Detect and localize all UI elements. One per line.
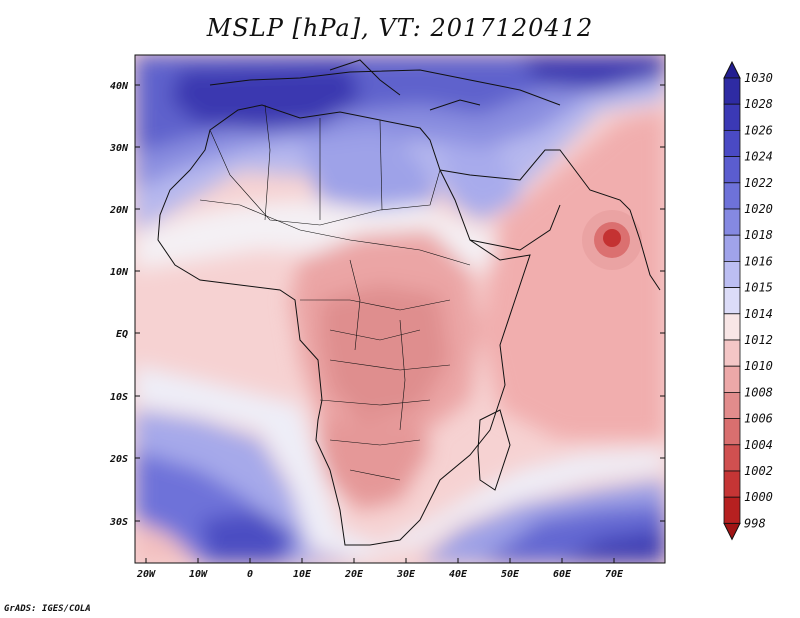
colorbar-swatch [723, 470, 741, 498]
colorbar-swatch [723, 156, 741, 184]
lon-tick-label: 20E [344, 569, 364, 580]
longitude-axis: 20W 10W 0 10E 20E 30E 40E 50E 60E 70E [136, 558, 624, 580]
colorbar-label: 1015 [744, 281, 773, 295]
colorbar-swatch [723, 287, 741, 315]
lat-tick-label: 30S [109, 517, 128, 528]
colorbar-label: 1018 [744, 228, 773, 242]
lon-tick-label: 0 [247, 569, 253, 580]
colorbar-swatch [723, 313, 741, 341]
colorbar-bottom-arrow [723, 522, 741, 541]
colorbar-swatch [723, 208, 741, 236]
lon-tick-label: 10W [189, 569, 208, 580]
colorbar-swatch [723, 365, 741, 393]
colorbar-label: 1020 [744, 202, 773, 216]
colorbar: 1030 1028 1026 1024 1022 1020 1018 1016 1015 1014… [723, 60, 773, 541]
lat-tick-label: 10S [110, 392, 128, 403]
colorbar-label: 1006 [744, 412, 773, 426]
colorbar-label: 1022 [744, 176, 773, 190]
colorbar-swatch [723, 77, 741, 105]
latitude-axis: 40N 30N 20N 10N EQ 10S 20S 30S [109, 81, 665, 528]
colorbar-label: 1026 [744, 123, 773, 137]
colorbar-swatch [723, 444, 741, 472]
colorbar-label: 1002 [744, 464, 773, 478]
colorbar-swatch [723, 418, 741, 446]
credit-text: GrADS: IGES/COLA [4, 604, 91, 614]
colorbar-swatch [723, 129, 741, 157]
colorbar-swatch [723, 391, 741, 419]
coastlines [157, 59, 661, 546]
colorbar-label: 1004 [744, 438, 773, 452]
colorbar-swatch [723, 339, 741, 367]
lat-tick-label: 20S [109, 454, 128, 465]
colorbar-swatch [723, 496, 741, 524]
lat-tick-label: 40N [110, 81, 129, 92]
colorbar-label: 1016 [744, 254, 773, 268]
lat-tick-label: 20N [109, 205, 129, 216]
lat-tick-label: 10N [110, 267, 129, 278]
colorbar-label: 1012 [744, 333, 773, 347]
colorbar-top-arrow [723, 60, 741, 79]
colorbar-label: 998 [744, 516, 766, 530]
lon-tick-label: 60E [553, 569, 572, 580]
colorbar-label: 1000 [744, 490, 773, 504]
lon-tick-label: 30E [396, 569, 416, 580]
colorbar-label: 1024 [744, 150, 773, 164]
colorbar-label: 1008 [744, 385, 773, 399]
map-frame [134, 54, 666, 564]
colorbar-label: 1028 [744, 97, 773, 111]
lat-tick-label: EQ [116, 329, 128, 340]
pressure-field [135, 55, 665, 563]
colorbar-swatch [723, 234, 741, 262]
colorbar-swatch [723, 103, 741, 131]
country-borders [199, 104, 471, 481]
chart-title: MSLP [hPa], VT: 2017120412 [206, 14, 594, 42]
colorbar-swatch [723, 260, 741, 288]
lon-tick-label: 50E [501, 569, 520, 580]
lon-tick-label: 70E [605, 569, 624, 580]
lon-tick-label: 10E [293, 569, 312, 580]
colorbar-label: 1010 [744, 359, 773, 373]
colorbar-label: 1014 [744, 307, 773, 321]
lat-tick-label: 30N [109, 143, 129, 154]
lon-tick-label: 40E [449, 569, 468, 580]
colorbar-label: 1030 [744, 71, 773, 85]
colorbar-swatch [723, 182, 741, 210]
lon-tick-label: 20W [136, 569, 156, 580]
